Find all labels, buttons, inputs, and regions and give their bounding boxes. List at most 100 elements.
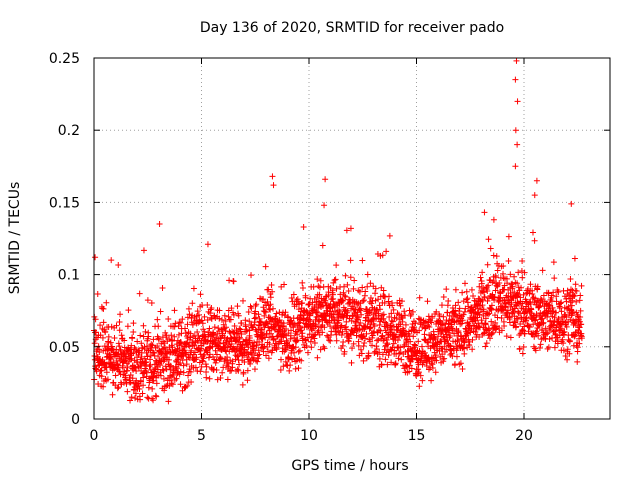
data-point xyxy=(553,293,560,300)
data-point xyxy=(261,343,268,350)
data-point xyxy=(394,337,401,344)
data-point xyxy=(505,257,512,264)
data-point xyxy=(436,313,443,320)
data-point xyxy=(484,297,491,304)
data-point xyxy=(136,290,143,297)
data-point xyxy=(566,350,573,357)
data-point xyxy=(290,291,297,298)
data-point xyxy=(92,254,99,261)
data-point xyxy=(104,376,111,383)
data-point xyxy=(168,332,175,339)
data-point xyxy=(421,331,428,338)
data-point xyxy=(182,329,189,336)
data-point xyxy=(269,173,276,180)
data-point xyxy=(179,316,186,323)
data-point xyxy=(475,323,482,330)
data-point xyxy=(97,367,104,374)
data-point xyxy=(149,385,156,392)
data-point xyxy=(216,307,223,314)
data-point xyxy=(563,298,570,305)
data-point xyxy=(173,375,180,382)
data-point xyxy=(124,323,131,330)
data-point xyxy=(392,360,399,367)
data-point xyxy=(393,315,400,322)
data-point xyxy=(531,333,538,340)
data-point xyxy=(123,380,130,387)
data-point xyxy=(571,255,578,262)
data-point xyxy=(176,346,183,353)
data-point xyxy=(534,286,541,293)
data-point xyxy=(346,335,353,342)
data-point xyxy=(282,309,289,316)
data-point xyxy=(124,364,131,371)
data-point xyxy=(415,369,422,376)
data-point xyxy=(525,328,532,335)
data-point xyxy=(125,358,132,365)
data-point xyxy=(340,339,347,346)
data-point xyxy=(202,361,209,368)
data-point xyxy=(165,398,172,405)
data-point xyxy=(521,330,528,337)
x-axis-title: GPS time / hours xyxy=(291,458,408,474)
data-point xyxy=(121,337,128,344)
data-point xyxy=(369,342,376,349)
data-point xyxy=(252,308,259,315)
data-point xyxy=(116,343,123,350)
data-point xyxy=(128,394,135,401)
data-point xyxy=(518,268,525,275)
data-point xyxy=(173,341,180,348)
data-point xyxy=(357,319,364,326)
data-point xyxy=(97,322,104,329)
data-point xyxy=(402,312,409,319)
data-point xyxy=(177,368,184,375)
data-point xyxy=(144,394,151,401)
data-point xyxy=(208,305,215,312)
data-point xyxy=(338,332,345,339)
data-point xyxy=(237,328,244,335)
data-point xyxy=(227,316,234,323)
data-point xyxy=(440,313,447,320)
data-point xyxy=(188,378,195,385)
data-point xyxy=(157,308,164,315)
data-point xyxy=(506,314,513,321)
data-point xyxy=(520,343,527,350)
x-tick-label: 20 xyxy=(515,428,533,444)
data-point xyxy=(535,332,542,339)
data-point xyxy=(327,323,334,330)
data-point xyxy=(443,286,450,293)
data-point xyxy=(572,281,579,288)
data-point xyxy=(282,358,289,365)
data-point xyxy=(480,306,487,313)
data-point xyxy=(127,372,134,379)
data-point xyxy=(389,318,396,325)
data-point xyxy=(408,365,415,372)
data-point xyxy=(295,320,302,327)
data-point xyxy=(482,343,489,350)
data-point xyxy=(349,303,356,310)
data-point xyxy=(461,350,468,357)
data-point xyxy=(428,377,435,384)
data-point xyxy=(154,343,161,350)
data-point xyxy=(203,374,210,381)
data-point xyxy=(309,299,316,306)
data-point xyxy=(294,337,301,344)
data-point xyxy=(480,284,487,291)
data-point xyxy=(463,330,470,337)
data-point xyxy=(540,292,547,299)
data-point xyxy=(254,358,261,365)
data-point xyxy=(239,381,246,388)
data-point xyxy=(576,324,583,331)
data-point xyxy=(263,352,270,359)
data-point xyxy=(397,344,404,351)
data-point xyxy=(545,344,552,351)
data-point xyxy=(480,330,487,337)
data-point xyxy=(386,314,393,321)
data-point xyxy=(482,321,489,328)
data-point xyxy=(469,336,476,343)
data-point xyxy=(229,364,236,371)
data-point xyxy=(558,299,565,306)
data-point xyxy=(226,277,233,284)
data-point xyxy=(379,252,386,259)
data-point xyxy=(384,340,391,347)
